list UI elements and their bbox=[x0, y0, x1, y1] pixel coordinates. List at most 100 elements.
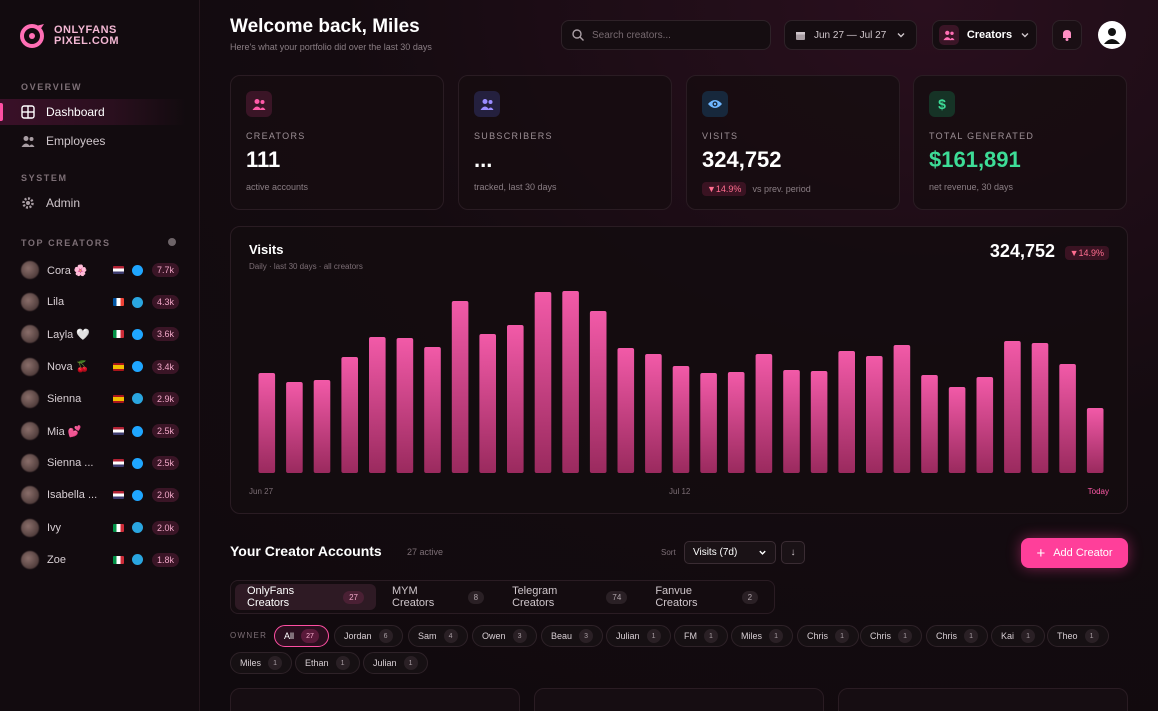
tab-telegram[interactable]: Telegram Creators 74 bbox=[500, 584, 639, 610]
chart-bar[interactable] bbox=[893, 345, 911, 473]
chart-bar[interactable] bbox=[921, 375, 938, 473]
avatar[interactable] bbox=[1098, 21, 1126, 49]
creator-card[interactable] bbox=[230, 688, 520, 711]
owner-chip[interactable]: Theo 1 bbox=[1047, 625, 1109, 647]
chart-bar[interactable] bbox=[700, 373, 717, 473]
chart-bar[interactable] bbox=[396, 338, 414, 473]
chart-bar[interactable] bbox=[810, 371, 828, 473]
notifications-button[interactable] bbox=[1052, 20, 1082, 50]
users-icon bbox=[21, 136, 35, 147]
sidebar-creator-item[interactable]: Sienna 2.9k bbox=[21, 387, 179, 411]
chart-bar[interactable] bbox=[286, 382, 303, 473]
tab-fanvue[interactable]: Fanvue Creators 2 bbox=[643, 584, 770, 610]
owner-chip[interactable]: Miles 1 bbox=[731, 625, 794, 647]
owner-chip[interactable]: Owen 3 bbox=[472, 625, 537, 647]
chart-bar[interactable] bbox=[424, 347, 441, 473]
chip-count: 1 bbox=[704, 629, 718, 643]
stat-card-creators[interactable]: CREATORS 111 active accounts bbox=[230, 75, 444, 210]
creator-card[interactable] bbox=[838, 688, 1128, 711]
stat-label: SUBSCRIBERS bbox=[474, 131, 553, 141]
creator-card[interactable] bbox=[534, 688, 824, 711]
stat-card-subscribers[interactable]: SUBSCRIBERS ... tracked, last 30 days bbox=[458, 75, 672, 210]
sidebar-item-employees[interactable]: Employees bbox=[0, 128, 186, 154]
chart-bar[interactable] bbox=[1086, 408, 1104, 473]
chart-bar[interactable] bbox=[866, 356, 883, 473]
tab-onlyfans[interactable]: OnlyFans Creators 27 bbox=[235, 584, 377, 610]
delta-badge: ▼14.9% bbox=[702, 182, 747, 196]
chart-bar[interactable] bbox=[1004, 341, 1021, 473]
owner-chip[interactable]: Chris 1 bbox=[860, 625, 923, 647]
tab-mym[interactable]: MYM Creators 8 bbox=[380, 584, 496, 610]
owner-chip[interactable]: Miles 1 bbox=[230, 652, 293, 674]
chart-bar[interactable] bbox=[313, 380, 331, 473]
onlyfans-icon bbox=[132, 425, 143, 437]
chart-bar[interactable] bbox=[1059, 364, 1076, 473]
owner-chip[interactable]: Chris 1 bbox=[926, 625, 989, 647]
chart-bar[interactable] bbox=[755, 354, 773, 473]
app-logo[interactable]: ONLYFANS PIXEL.COM bbox=[18, 22, 124, 50]
owner-chip[interactable]: All 27 bbox=[274, 625, 330, 647]
sidebar-creator-item[interactable]: Layla 🤍 3.6k bbox=[21, 322, 179, 346]
onlyfans-icon bbox=[132, 489, 143, 501]
chart-bar[interactable] bbox=[534, 292, 552, 473]
owner-chip[interactable]: Kai 1 bbox=[991, 625, 1046, 647]
chart-bar[interactable] bbox=[617, 348, 635, 473]
chart-bar[interactable] bbox=[645, 354, 662, 473]
sidebar-creator-item[interactable]: Zoe 1.8k bbox=[21, 548, 179, 572]
sidebar-item-dashboard[interactable]: Dashboard bbox=[0, 99, 186, 125]
chart-bar[interactable] bbox=[838, 351, 855, 473]
chart-bar[interactable] bbox=[258, 373, 276, 473]
chart-bar[interactable] bbox=[976, 377, 994, 473]
sidebar-creator-item[interactable]: Mia 💕 2.5k bbox=[21, 419, 179, 443]
sort-value: Visits (7d) bbox=[693, 547, 738, 558]
chart-bar[interactable] bbox=[672, 366, 690, 473]
stat-card-total-generated[interactable]: $ TOTAL GENERATED $161,891 net revenue, … bbox=[913, 75, 1127, 210]
chart-total: 324,752 bbox=[989, 241, 1055, 261]
owner-chip[interactable]: Sam 4 bbox=[408, 625, 468, 647]
sort-select[interactable]: Visits (7d) bbox=[684, 541, 776, 564]
date-range-picker[interactable]: Jun 27 — Jul 27 bbox=[784, 20, 917, 50]
sidebar-creator-item[interactable]: Cora 🌸 7.7k bbox=[21, 258, 179, 282]
owner-chip[interactable]: Julian 1 bbox=[606, 625, 671, 647]
owner-chip[interactable]: Beau 3 bbox=[541, 625, 604, 647]
sidebar-creator-item[interactable]: Sienna ... 2.5k bbox=[21, 451, 179, 475]
owner-chip[interactable]: Ethan 1 bbox=[295, 652, 360, 674]
owner-chip[interactable]: Julian 1 bbox=[363, 652, 428, 674]
stat-card-visits[interactable]: VISITS 324,752 ▼14.9% vs prev. period bbox=[686, 75, 900, 210]
chart-bar[interactable] bbox=[948, 387, 966, 473]
onlyfans-icon bbox=[132, 361, 143, 373]
logo-icon bbox=[20, 24, 44, 48]
sidebar-creator-item[interactable]: Lila 4.3k bbox=[21, 290, 179, 314]
chart-bar[interactable] bbox=[451, 301, 469, 473]
chart-bar[interactable] bbox=[1031, 343, 1049, 473]
chart-bar[interactable] bbox=[562, 291, 579, 473]
owner-chip[interactable]: Chris 1 bbox=[797, 625, 860, 647]
search-input[interactable] bbox=[592, 29, 752, 41]
sort-direction-button[interactable]: ↓ bbox=[781, 541, 805, 564]
sidebar-item-admin[interactable]: Admin bbox=[0, 190, 186, 216]
chart-bar[interactable] bbox=[589, 311, 607, 473]
chip-count: 27 bbox=[301, 629, 320, 643]
creators-filter-button[interactable]: Creators bbox=[932, 20, 1037, 50]
chart-bar[interactable] bbox=[479, 334, 496, 473]
search-box[interactable] bbox=[561, 20, 771, 50]
chart-bar[interactable] bbox=[369, 337, 386, 473]
sidebar-creator-item[interactable]: Ivy 2.0k bbox=[21, 516, 179, 540]
tab-count: 27 bbox=[343, 590, 365, 604]
sidebar-creator-item[interactable]: Isabella ... 2.0k bbox=[21, 483, 179, 507]
bell-icon bbox=[1063, 30, 1071, 41]
owner-chip[interactable]: Jordan 6 bbox=[334, 625, 403, 647]
chip-count: 1 bbox=[646, 629, 661, 643]
avatar bbox=[21, 518, 39, 537]
add-creator-button[interactable]: + Add Creator bbox=[1021, 538, 1128, 568]
stat-value: $161,891 bbox=[929, 147, 1021, 172]
chart-bar[interactable] bbox=[507, 325, 524, 473]
stat-label: CREATORS bbox=[246, 131, 306, 141]
stat-label: VISITS bbox=[702, 131, 739, 141]
owner-chip[interactable]: FM 1 bbox=[674, 625, 728, 647]
stat-sub: ▼14.9% vs prev. period bbox=[702, 182, 811, 196]
sidebar-creator-item[interactable]: Nova 🍒 3.4k bbox=[21, 355, 179, 379]
chart-bar[interactable] bbox=[783, 370, 800, 473]
chart-bar[interactable] bbox=[727, 372, 745, 473]
chart-bar[interactable] bbox=[341, 357, 358, 473]
